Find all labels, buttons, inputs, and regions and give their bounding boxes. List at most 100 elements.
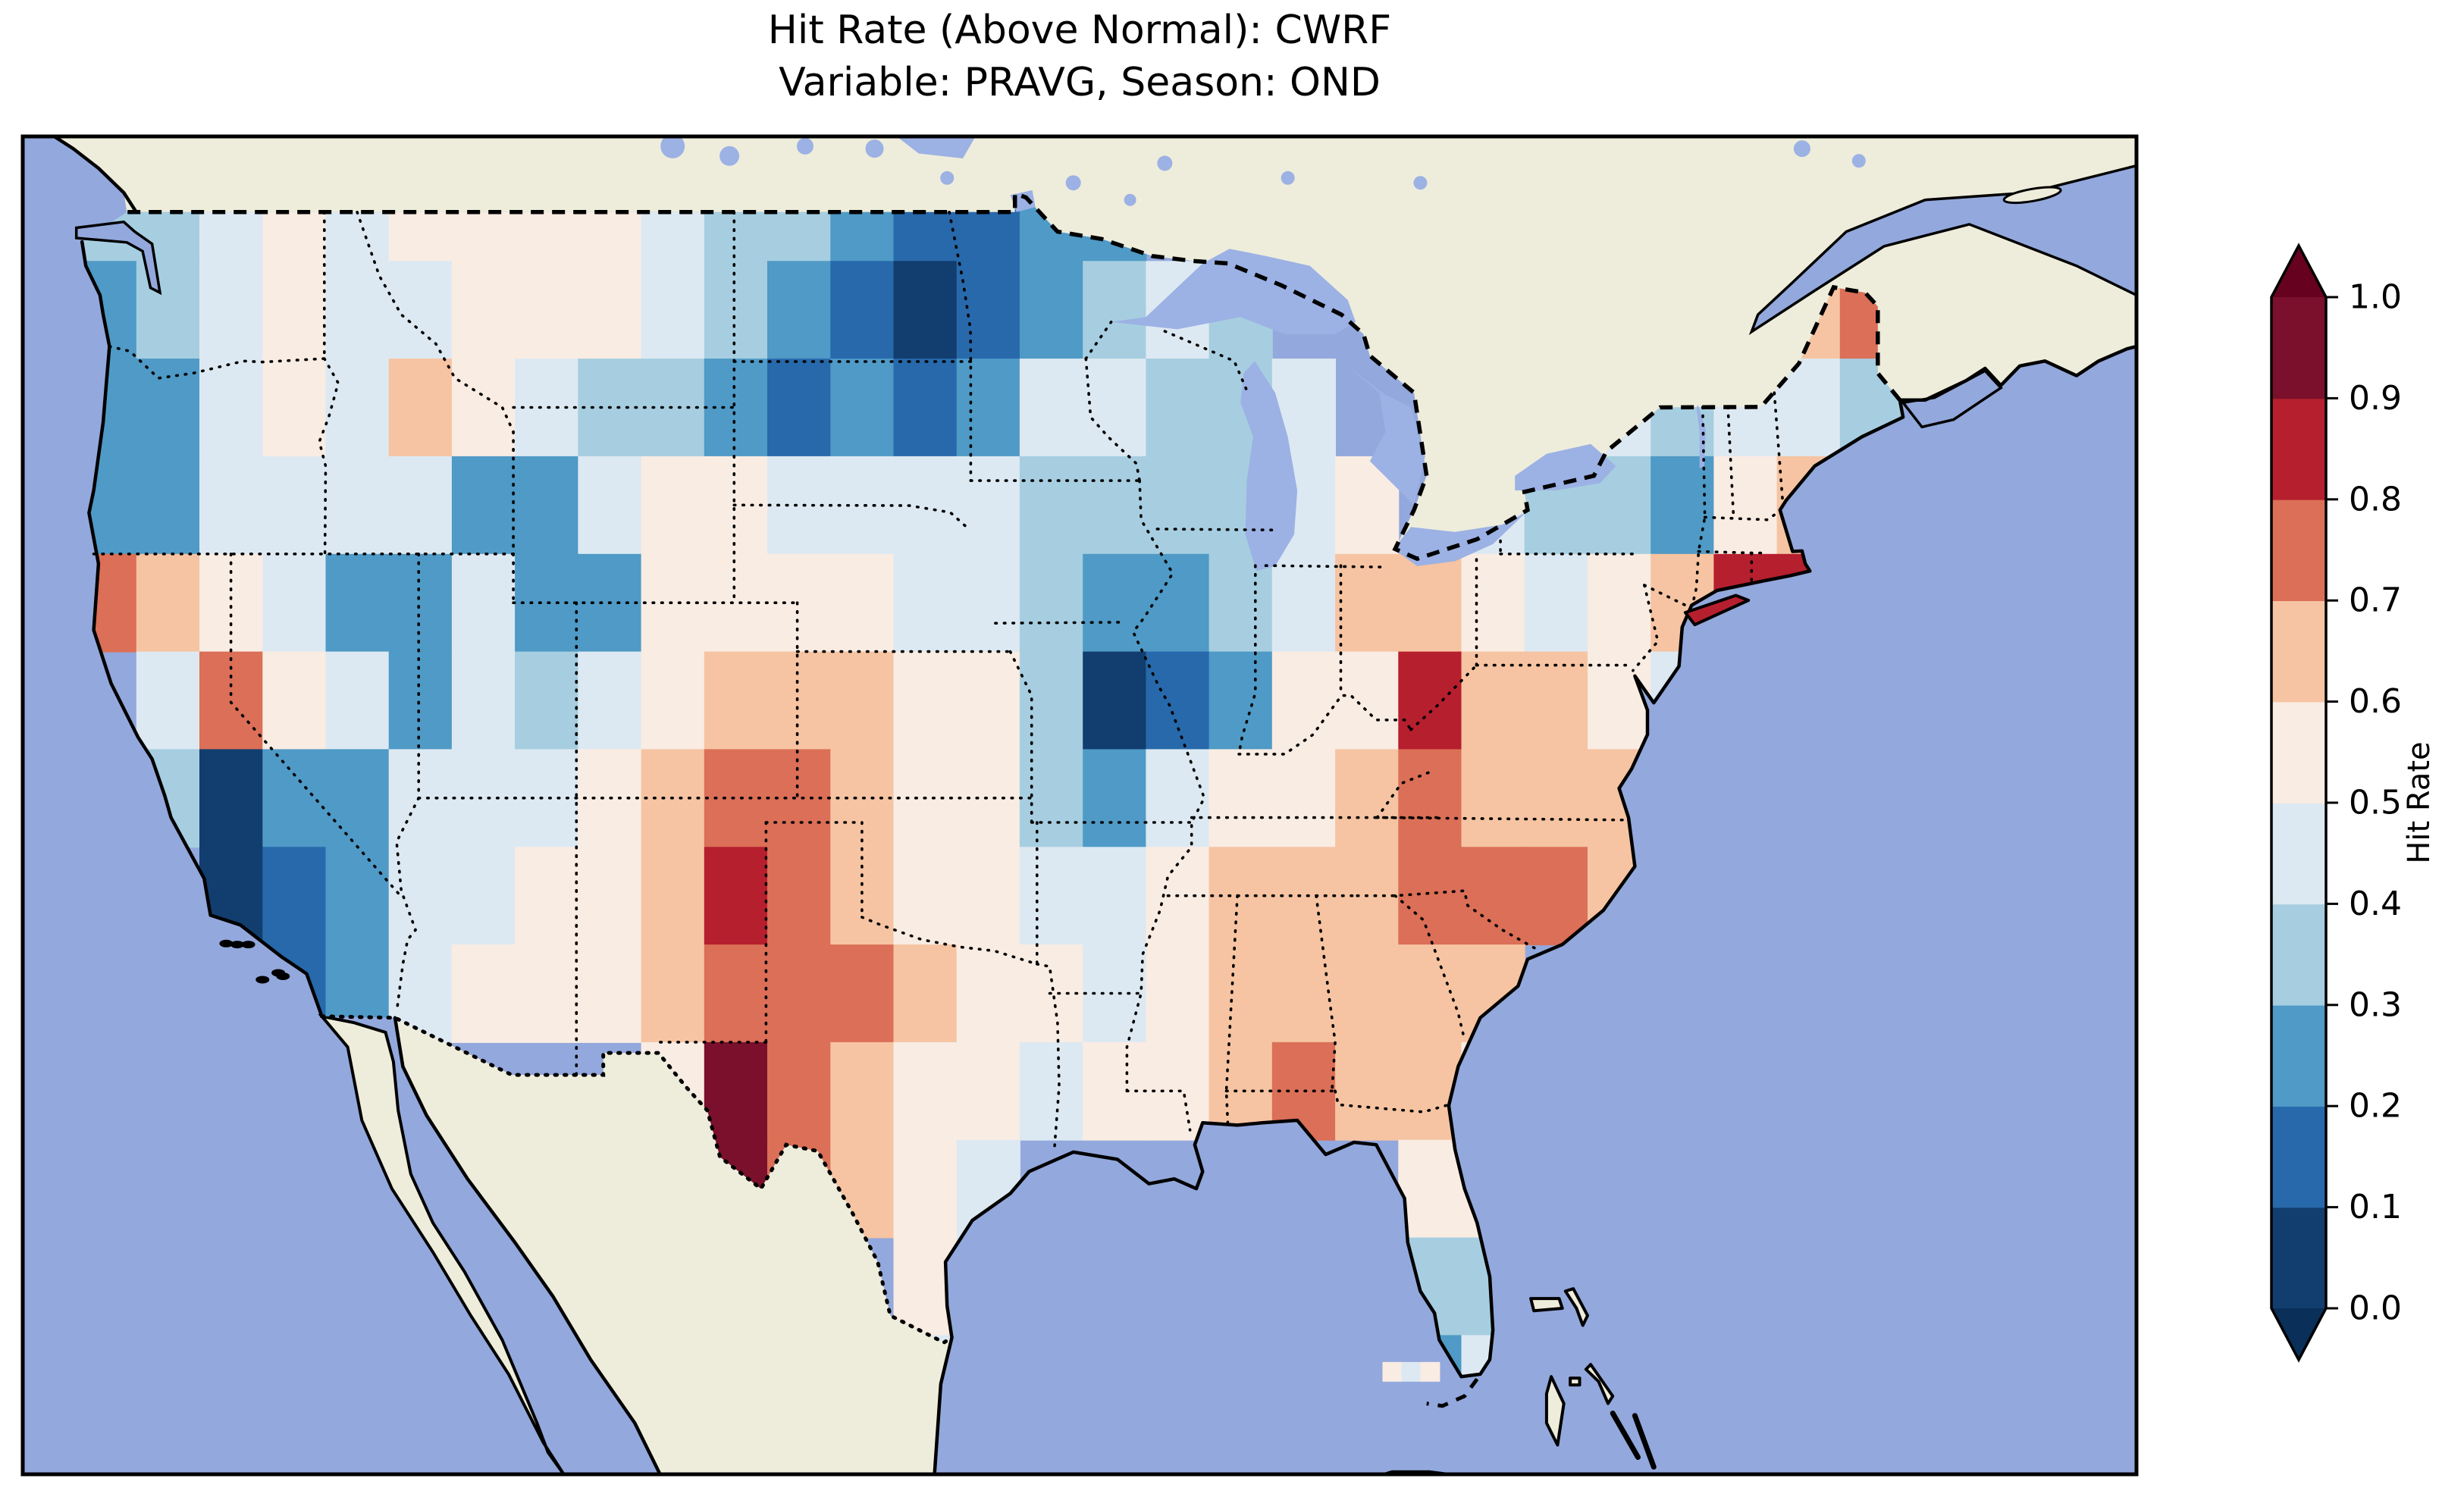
lake (1515, 443, 1616, 490)
grid-cell (262, 261, 327, 360)
grid-cell (704, 1041, 768, 1141)
state-border-line (229, 553, 402, 897)
state-border-line (1632, 584, 1660, 672)
islands (219, 186, 2062, 1494)
grid-cell (451, 847, 516, 946)
grid-cell (325, 261, 390, 360)
colorbar-tick-label: 0.0 (2349, 1289, 2402, 1328)
grid-cell (767, 651, 832, 750)
grid-cell (1146, 749, 1210, 848)
grid-cell (1398, 651, 1462, 750)
island-cay (1672, 1492, 1694, 1494)
colorbar-tick-label: 0.9 (2349, 379, 2402, 418)
channel-island (241, 941, 255, 949)
state-border-line (1409, 663, 1478, 731)
grid-cell (956, 359, 1020, 457)
grid-cell (830, 847, 895, 946)
grid-cell (1083, 261, 1147, 360)
grid-cell (388, 651, 453, 750)
grid-cell (136, 553, 200, 653)
state-border-line (1084, 357, 1141, 482)
grid-cell (388, 359, 453, 457)
map-frame (20, 134, 2139, 1477)
state-border-line (1237, 564, 1257, 756)
baja-california-land (318, 1013, 566, 1474)
grid-cell (1019, 847, 1084, 946)
grid-cell (641, 651, 705, 750)
grid-cell (1146, 359, 1210, 457)
grid-cell (578, 944, 642, 1043)
grid-cell (704, 261, 768, 360)
grid-cell (956, 651, 1020, 750)
figure-title-line1: Hit Rate (Above Normal): CWRF (767, 8, 1392, 53)
grid-cell (956, 456, 1020, 555)
state-border-line (1237, 694, 1412, 756)
lake (1344, 363, 1425, 506)
maritimes-coastline (1898, 344, 2136, 402)
grid-cell (893, 261, 958, 360)
grid-cell (1398, 553, 1462, 653)
colorbar-tick-label: 0.6 (2349, 682, 2402, 721)
island-cay (1610, 1411, 1641, 1460)
grid-cell (136, 651, 200, 750)
grid-cell (515, 651, 579, 750)
grid-cell (641, 456, 705, 555)
grid-cell (199, 359, 264, 457)
colorbar: Hit Rate 0.0 0.1 0.2 0.3 0.4 0.5 0.6 0.7 0.8 0.9 1… (2270, 243, 2437, 1363)
state-border-line (1773, 391, 1784, 501)
grid-cell (704, 944, 768, 1043)
grid-cell (1398, 944, 1462, 1043)
colorbar-under-arrow (2271, 1308, 2326, 1360)
grid-cell (893, 359, 958, 457)
grid-cell (893, 847, 958, 946)
lake (1124, 193, 1136, 206)
island-cay (1607, 1484, 1622, 1494)
lake (1281, 171, 1295, 185)
grid-cell (830, 261, 895, 360)
grid-cell (262, 749, 327, 848)
grid-cell (1524, 651, 1588, 750)
colorbar-tick-label: 0.1 (2349, 1188, 2402, 1226)
state-border-line (1393, 894, 1466, 1041)
grid-cell (578, 456, 642, 555)
grid-cell (641, 847, 705, 946)
grid-cell (515, 261, 579, 360)
lake (896, 136, 976, 158)
grid-cell (767, 944, 832, 1043)
grid-cell (767, 359, 832, 457)
state-border-line (1726, 406, 1735, 520)
grid-cell (388, 261, 453, 360)
colorbar-tick-label: 0.5 (2349, 784, 2402, 822)
grid-cell (1461, 847, 1525, 946)
grid-cell (830, 944, 895, 1043)
grid-cell (1208, 944, 1273, 1043)
grid-cell (325, 359, 390, 457)
grid-cell (578, 651, 642, 750)
state-border-line (1703, 509, 1782, 521)
mexico-gulf-coastline (933, 1336, 954, 1474)
grid-cell (1461, 553, 1525, 653)
state-border-line (732, 503, 971, 531)
channel-island (276, 972, 290, 980)
grid-cell (136, 261, 200, 360)
grid-cell (262, 847, 327, 946)
grid-cell (1382, 1361, 1403, 1382)
grid-cell (830, 553, 895, 653)
grid-cell (578, 261, 642, 360)
colorbar-tick-label: 0.8 (2349, 480, 2402, 518)
state-border-line (994, 621, 1124, 625)
grid-cell (136, 456, 200, 555)
state-border-line (1224, 894, 1239, 1127)
island-cay (1632, 1413, 1657, 1470)
grid-cell (830, 1041, 895, 1141)
grid-cell (578, 847, 642, 946)
grid-cell (893, 1041, 958, 1141)
grid-cell (767, 1041, 832, 1141)
grid-cell (1083, 553, 1147, 653)
florida-keys (1426, 1377, 1479, 1408)
lake (940, 171, 955, 185)
grid-cell (451, 944, 516, 1043)
grid-cell (1083, 847, 1147, 946)
grid-cell (1146, 651, 1210, 750)
grid-cell (1083, 651, 1147, 750)
